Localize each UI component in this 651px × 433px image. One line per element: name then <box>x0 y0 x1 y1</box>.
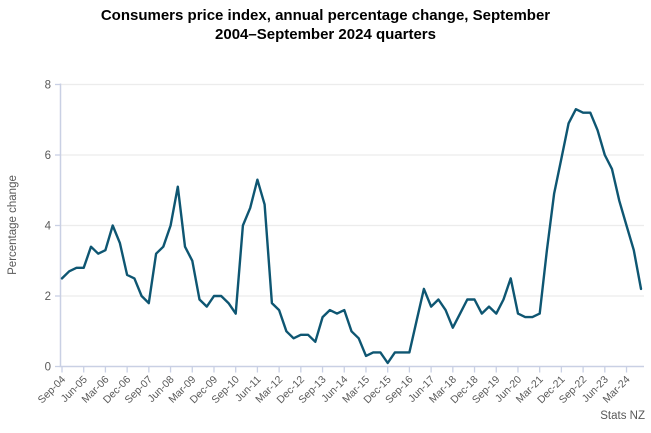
axes-layer <box>55 83 644 373</box>
cpi-series-polyline <box>60 107 643 365</box>
chart-title: Consumers price index, annual percentage… <box>0 6 651 44</box>
y-tick-label-8: 8 <box>45 80 51 92</box>
y-axis-title: Percentage change <box>7 175 19 275</box>
y-tick-label-6: 6 <box>45 150 51 162</box>
y-tick-label-4: 4 <box>45 221 52 233</box>
gridlines-layer <box>60 83 644 297</box>
tick-labels-layer: 02468Sep-04Jun-05Mar-06Dec-06Sep-07Jun-0… <box>36 80 633 407</box>
series-layer <box>60 107 643 365</box>
chart-title-line-1: Consumers price index, annual percentage… <box>100 7 551 24</box>
source-label: Stats NZ <box>600 410 645 422</box>
chart-title-line-2: 2004–September 2024 quarters <box>215 26 436 43</box>
y-tick-label-2: 2 <box>45 291 51 303</box>
y-tick-label-0: 0 <box>45 362 51 374</box>
